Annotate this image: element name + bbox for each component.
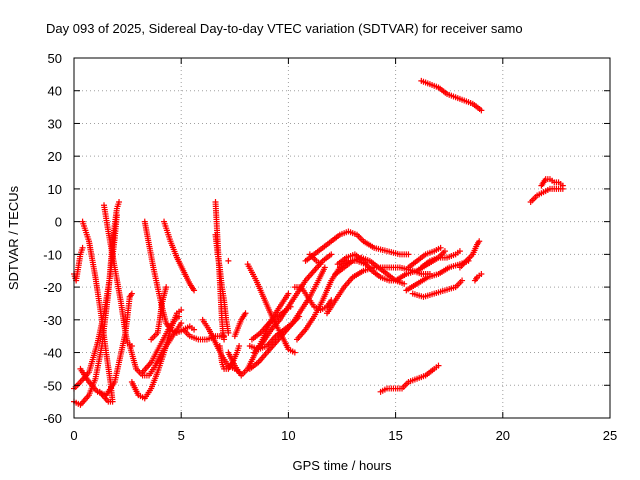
data-point [236,343,243,349]
series-s17 [212,231,232,336]
data-point [401,280,408,287]
data-point [176,313,183,320]
series-s01 [71,244,86,284]
series-s25 [246,264,328,372]
series-s12 [139,313,183,376]
y-tick-label: -50 [43,378,62,393]
data-points [71,77,566,408]
data-point [225,329,232,336]
data-point [321,264,328,271]
axis-ticks: 0 5 10 15 20 25 -60 -50 -40 -30 -20 -10 0 10 20 30 40 50 [43,51,617,443]
plot-frame [73,57,611,419]
y-axis-label: SDTVAR / TECUs [6,185,21,290]
data-point [113,212,120,219]
x-tick-label: 5 [178,428,185,443]
series-s27 [291,284,335,313]
series-s11 [161,218,198,294]
chart-title: Day 093 of 2025, Sidereal Day-to-day VTE… [46,21,523,36]
data-point [478,271,485,277]
data-point [242,310,249,317]
series-s07 [126,290,135,300]
data-point [559,182,566,189]
x-tick-label: 10 [281,428,295,443]
x-axis-label: GPS time / hours [293,458,392,473]
y-tick-label: 0 [55,215,62,230]
data-point [328,251,335,258]
data-point [178,307,185,313]
series-s05 [79,218,116,405]
series-s33 [306,251,324,268]
series-s09 [126,320,185,379]
data-point [191,326,198,333]
data-point [285,290,292,297]
data-point [148,336,155,343]
y-tick-label: -60 [43,411,62,426]
series-s44 [538,176,566,189]
data-point [116,199,123,205]
data-point [441,248,448,255]
series-s21 [225,257,232,264]
data-point [225,257,232,264]
data-point [128,290,135,297]
y-tick-label: 20 [48,149,62,164]
series-s42 [418,77,485,114]
data-point [478,107,485,114]
series-s39 [456,238,483,271]
y-tick-label: -40 [43,346,62,361]
y-tick-label: -20 [43,280,62,295]
data-point [178,320,185,327]
series-s26 [251,251,335,356]
data-point [476,238,483,245]
data-point [291,349,298,356]
series-s36 [409,277,466,300]
series-s40 [471,271,485,284]
data-point [221,336,228,343]
y-tick-label: -30 [43,313,62,328]
y-tick-label: 40 [48,84,62,99]
y-tick-label: 10 [48,182,62,197]
series-s13 [148,284,170,343]
data-point [317,261,324,268]
series-s02 [71,199,123,408]
data-point [96,388,103,395]
data-point [456,248,463,255]
x-tick-label: 25 [603,428,617,443]
data-point [405,251,412,258]
y-tick-label: -10 [43,247,62,262]
data-point [79,244,86,251]
y-tick-label: 30 [48,116,62,131]
series-s38 [405,244,444,271]
data-point [435,362,442,369]
series-s28 [293,257,369,343]
data-point [437,244,444,251]
series-s20 [231,310,249,340]
x-tick-label: 15 [388,428,402,443]
series-s41 [377,362,442,395]
x-tick-label: 0 [70,428,77,443]
data-point [191,287,198,294]
x-tick-label: 20 [496,428,510,443]
series-s29 [302,228,412,264]
series-s06 [101,202,135,349]
series-s37 [418,248,463,271]
series-s32 [334,251,401,284]
data-point [459,277,466,284]
y-tick-label: 50 [48,51,62,66]
